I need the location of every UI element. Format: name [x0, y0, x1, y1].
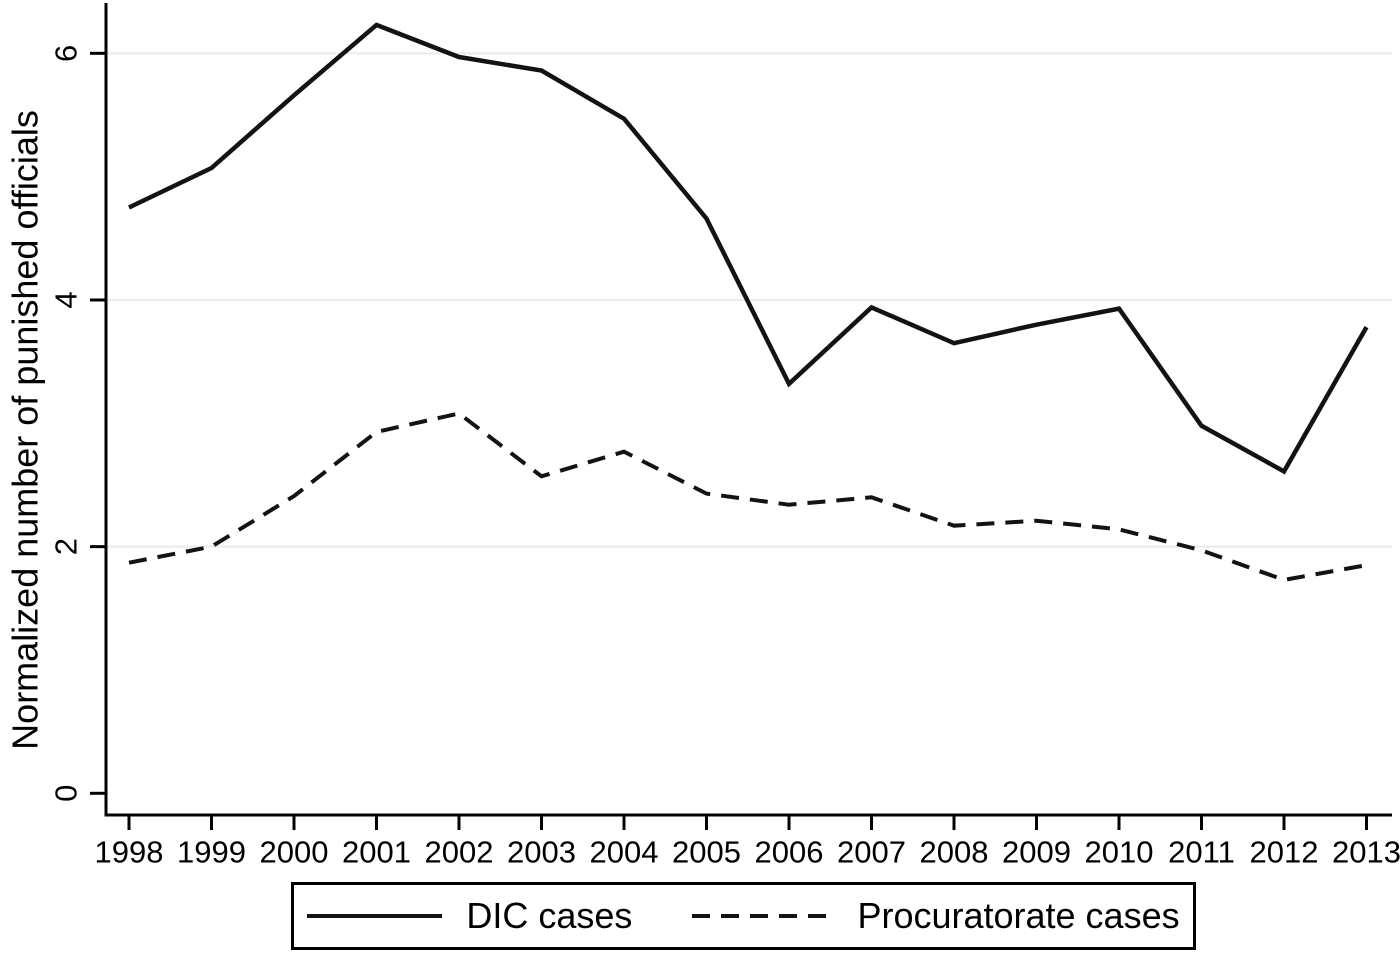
- series-lines: [128, 22, 1369, 583]
- x-tick-label: 2005: [672, 834, 741, 869]
- x-tick-label: 2013: [1332, 834, 1400, 869]
- y-tick-label: 0: [49, 785, 84, 802]
- series-dic-cases: [128, 22, 1369, 475]
- legend-item-dic-cases: DIC cases: [307, 898, 632, 934]
- x-tick-label: 2007: [837, 834, 906, 869]
- legend-label-dic-cases: DIC cases: [466, 895, 633, 936]
- x-axis-ticks: 1998 1999 2000 2001 2002 2003 2004 2005 2006 2007…: [95, 815, 1400, 869]
- x-tick-label: 1999: [177, 834, 246, 869]
- x-tick-label: 2012: [1250, 834, 1319, 869]
- y-axis-ticks: 0 2 4 6: [49, 45, 106, 802]
- legend-label-procuratorate-cases: Procuratorate cases: [857, 895, 1180, 936]
- x-tick-label: 2000: [260, 834, 329, 869]
- legend: DIC cases Procuratorate cases: [291, 882, 1196, 950]
- y-tick-label: 4: [49, 291, 84, 308]
- x-tick-label: 2006: [755, 834, 824, 869]
- series-procuratorate-cases: [128, 411, 1367, 583]
- x-tick-label: 2003: [507, 834, 576, 869]
- x-tick-label: 2008: [920, 834, 989, 869]
- x-tick-label: 2011: [1168, 834, 1235, 869]
- dashed-line-swatch: [692, 914, 834, 918]
- x-tick-label: 2004: [590, 834, 659, 869]
- x-tick-label: 2001: [342, 834, 411, 869]
- x-tick-label: 1998: [95, 834, 164, 869]
- y-tick-label: 2: [49, 538, 84, 555]
- x-tick-label: 2010: [1085, 834, 1154, 869]
- legend-item-procuratorate-cases: Procuratorate cases: [692, 895, 1180, 936]
- solid-line-swatch: [307, 913, 443, 919]
- y-tick-label: 6: [49, 45, 84, 62]
- x-tick-label: 2009: [1002, 834, 1071, 869]
- y-axis-title: Normalized number of punished officials: [5, 110, 46, 750]
- x-tick-label: 2002: [425, 834, 494, 869]
- axes: [104, 3, 1392, 817]
